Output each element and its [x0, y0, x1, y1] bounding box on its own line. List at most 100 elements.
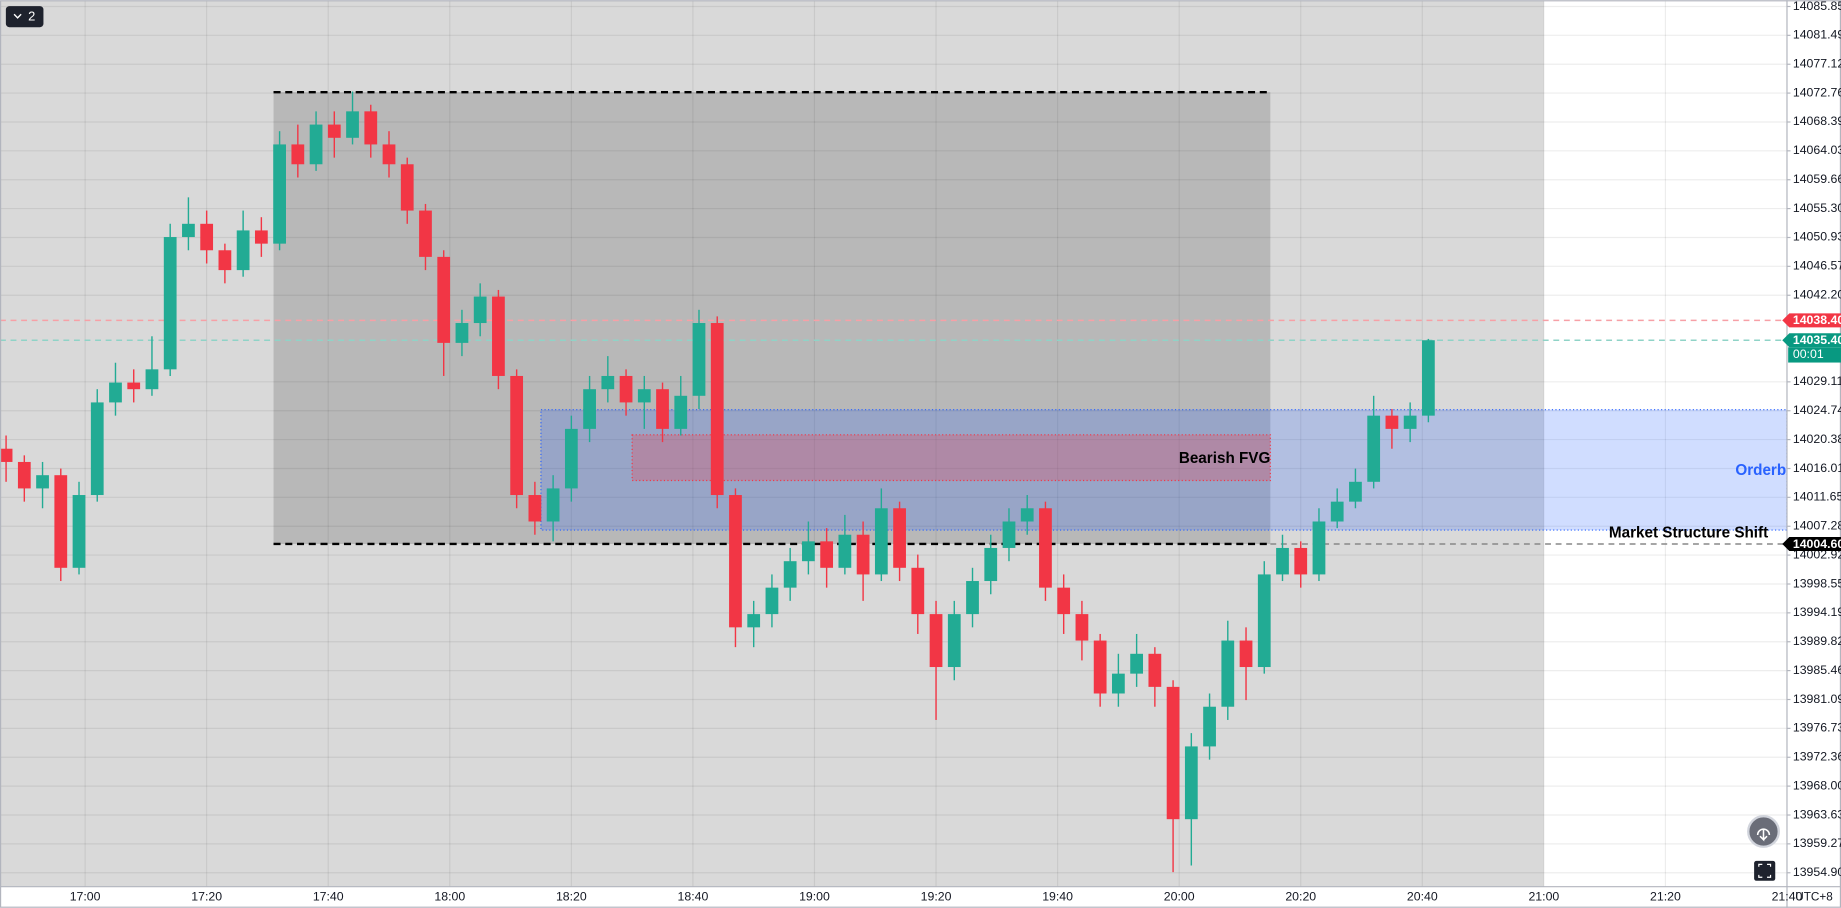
timezone: UTC+8 [1795, 890, 1833, 903]
candle-body [127, 382, 141, 390]
toolbar-badge[interactable]: 2 [5, 6, 44, 28]
y-tick-label: 14077.12 [1793, 56, 1841, 70]
candle-body [1148, 653, 1162, 687]
candle-body [309, 124, 323, 165]
badge-text: 2 [28, 9, 35, 24]
y-tick-label: 13976.73 [1793, 721, 1841, 735]
price-marker-label: 14004.60 [1793, 537, 1841, 551]
candle-body [109, 382, 122, 403]
badge-chevron [13, 13, 22, 19]
candle-body [856, 534, 870, 575]
x-tick-label: 17:00 [70, 889, 101, 903]
scroll-button[interactable] [1747, 815, 1780, 848]
screenshot-bg [1754, 860, 1776, 881]
price-marker [1782, 333, 1841, 348]
candle-body [656, 389, 669, 429]
y-tick-label: 14007.28 [1793, 519, 1841, 533]
x-tick-label: 20:20 [1285, 889, 1316, 903]
candle-body [473, 296, 487, 324]
candle-body [966, 581, 979, 615]
y-tick-label: 13968.00 [1793, 778, 1841, 792]
candle-body [729, 495, 742, 628]
countdown-label: 00:01 [1793, 347, 1824, 361]
y-tick-label: 14068.39 [1793, 114, 1841, 128]
candle-body [692, 323, 706, 396]
screenshot-button[interactable] [1754, 860, 1776, 881]
candle-body [273, 144, 286, 244]
x-tick-label: 17:20 [191, 889, 222, 903]
price-marker [1782, 536, 1841, 552]
y-tick-label: 13998.55 [1793, 576, 1841, 590]
candle-body [1203, 706, 1216, 747]
candle-body [1276, 547, 1289, 575]
candle-body [236, 230, 250, 271]
plot-area: Orderblock Bearish FVG Market Structure Sh… [0, 0, 1817, 887]
candle-body [455, 323, 469, 343]
badge-bg [5, 6, 44, 28]
candle-body [1057, 587, 1071, 615]
candle-body [1421, 340, 1435, 416]
session-shade [0, 0, 1544, 887]
candle-body [947, 614, 961, 668]
y-tick-label: 14016.01 [1793, 461, 1841, 475]
y-tick-label: 14081.49 [1793, 28, 1841, 42]
candle-body [747, 614, 761, 628]
candle-body [1385, 415, 1399, 429]
candle-body [929, 614, 943, 668]
zone-label: Bearish FVG [1179, 450, 1271, 467]
candle-body [564, 428, 578, 489]
candle-body [820, 541, 834, 568]
y-tick-label: 14072.76 [1793, 85, 1841, 99]
candle-body [17, 461, 31, 489]
x-tick-label: 18:40 [678, 889, 709, 903]
y-tick-label: 13963.63 [1793, 807, 1841, 821]
candle-body [291, 144, 305, 165]
candle-body [200, 223, 214, 251]
candle-body [254, 230, 268, 244]
price-marker-label: 14035.40 [1793, 333, 1841, 347]
candle-body [182, 223, 195, 238]
y-tick-label: 13972.36 [1793, 750, 1841, 764]
candle-body [911, 567, 925, 615]
candle-body [1239, 640, 1253, 668]
candle-body [54, 475, 68, 568]
candle-body [1093, 640, 1107, 694]
candle-body [1257, 574, 1271, 668]
x-tick-label: 19:00 [799, 889, 830, 903]
x-tick-label: 19:40 [1042, 889, 1073, 903]
candle-body [382, 144, 396, 165]
candle-body [145, 369, 159, 390]
x-tick-label: 19:20 [921, 889, 952, 903]
x-tick-label: 21:40 [1772, 889, 1803, 903]
countdown-bg [1788, 347, 1841, 363]
candle-body [1002, 521, 1016, 548]
candle-body [601, 375, 615, 390]
candle-body [72, 495, 86, 568]
zone-label: Orderblock [1735, 462, 1817, 479]
y-tick-label: 14085.85 [1793, 0, 1841, 13]
candle-body [437, 256, 451, 343]
y-tick-label: 14042.20 [1793, 288, 1841, 302]
candle-body [874, 508, 888, 575]
candle-body [546, 488, 560, 522]
candle-body [1184, 746, 1198, 820]
candle-body [419, 210, 432, 257]
candle-body [838, 534, 852, 568]
candle-body [765, 587, 779, 615]
candle-body [1403, 415, 1417, 429]
candle-body [1330, 501, 1344, 522]
candle-body [510, 375, 524, 496]
candle-body [619, 375, 633, 403]
candle-body [1075, 614, 1089, 641]
y-tick-label: 14046.57 [1793, 259, 1841, 273]
x-tick-label: 21:00 [1528, 889, 1559, 903]
x-tick-label: 18:00 [434, 889, 465, 903]
candle-body [1367, 415, 1381, 482]
candle-body [1166, 686, 1180, 820]
price-axis-strip [1786, 0, 1841, 908]
y-tick-label: 13985.46 [1793, 663, 1841, 677]
